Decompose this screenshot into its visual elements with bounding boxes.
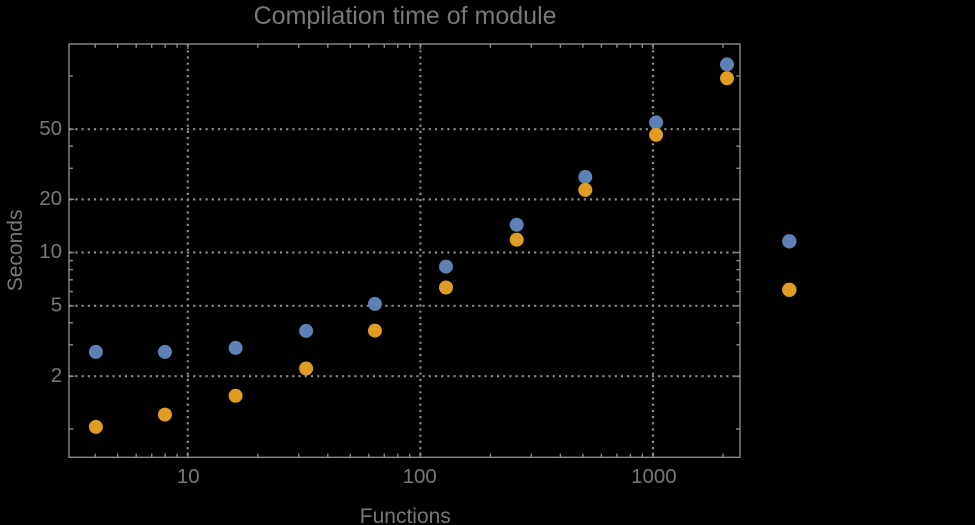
svg-text:20: 20: [39, 187, 62, 210]
svg-text:Compilation time of module: Compilation time of module: [254, 2, 557, 30]
svg-text:50: 50: [39, 117, 62, 140]
svg-text:5: 5: [51, 294, 62, 317]
svg-text:1000: 1000: [631, 465, 677, 488]
svg-text:2: 2: [51, 364, 62, 387]
svg-text:Seconds: Seconds: [4, 210, 27, 292]
svg-text:Functions: Functions: [360, 505, 451, 525]
svg-text:100: 100: [403, 465, 437, 488]
svg-text:10: 10: [177, 465, 200, 488]
svg-text:10: 10: [39, 240, 62, 263]
